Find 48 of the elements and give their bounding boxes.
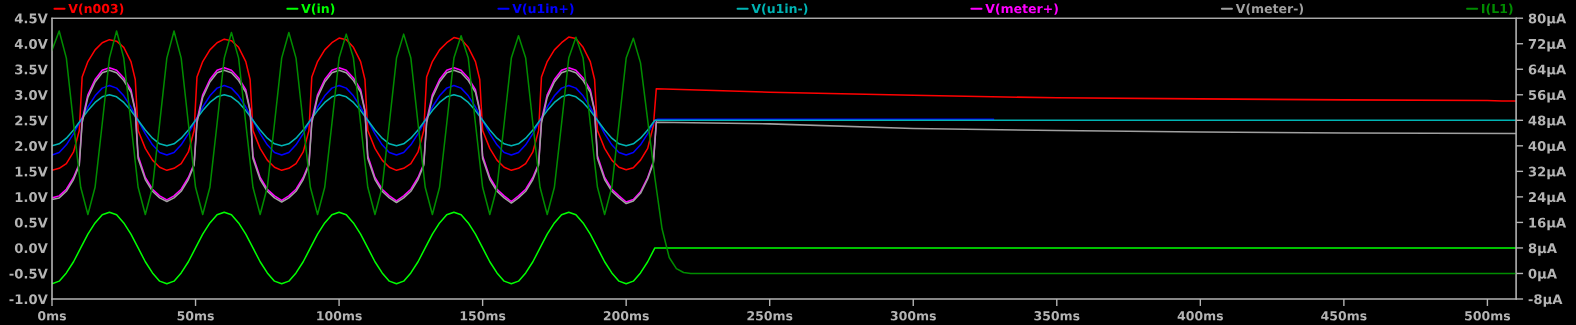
y-tick-label: 3.5V [15, 64, 48, 75]
y-tick-label: 0.5V [14, 217, 48, 228]
legend-label: V(n003) [68, 3, 124, 15]
line-series [52, 36, 1517, 172]
line-series [52, 69, 1517, 205]
x-tick-label: 50ms [177, 311, 214, 321]
y2-tick-label: 16µA [1529, 217, 1567, 231]
y2-tick-label: 24µA [1528, 192, 1567, 205]
legend-label: V(meter+) [985, 3, 1058, 15]
legend-label: V(in) [301, 3, 335, 15]
legend-label: I(L1) [1482, 3, 1513, 15]
y2-tick-label: 56µA [1528, 90, 1567, 103]
y2-tick-label: 64µA [1528, 64, 1567, 78]
legend-label: V(u1in+) [512, 3, 574, 15]
y2-tick-label: 32µA [1528, 166, 1567, 180]
y2-tick-label: 0µA [1528, 268, 1557, 282]
y-tick-label: 1.5V [15, 166, 48, 177]
line-series [52, 211, 1517, 285]
y2-tick-label: -8µA [1528, 294, 1563, 307]
x-tick-label: 300ms [890, 311, 936, 321]
y2-tick-label: 40µA [1528, 141, 1567, 154]
x-tick-label: 450ms [1321, 311, 1367, 321]
y-tick-label: -0.5V [9, 268, 48, 279]
x-tick-label: 0ms [38, 311, 66, 321]
line-series [52, 30, 1517, 275]
line-series [52, 94, 1517, 147]
y-tick-label: 4.5V [14, 13, 48, 24]
y2-tick-label: 80µA [1528, 13, 1567, 26]
y-tick-label: 4.0V [14, 38, 48, 49]
y-tick-label: 2.0V [15, 141, 48, 152]
y-tick-label: 3.0V [15, 90, 48, 100]
y2-tick-label: 8µA [1528, 243, 1557, 256]
x-tick-label: 100ms [317, 311, 362, 321]
y-tick-label: 0.0V [14, 243, 48, 254]
x-tick-label: 150ms [460, 311, 506, 321]
x-tick-label: 350ms [1034, 311, 1080, 321]
x-tick-label: 400ms [1177, 311, 1224, 321]
y2-tick-label: 72µA [1528, 38, 1567, 52]
y-tick-label: 1.0V [15, 192, 48, 203]
line-series [52, 84, 995, 156]
y-tick-label: -1.0V [9, 294, 48, 305]
x-tick-label: 250ms [747, 311, 793, 321]
legend-label: V(meter-) [1235, 3, 1304, 15]
x-tick-label: 500ms [1465, 311, 1511, 321]
y2-tick-label: 48µA [1528, 115, 1567, 129]
legend-label: V(u1in-) [751, 3, 808, 15]
y-tick-label: 2.5V [15, 115, 48, 126]
x-tick-label: 200ms [603, 311, 649, 321]
